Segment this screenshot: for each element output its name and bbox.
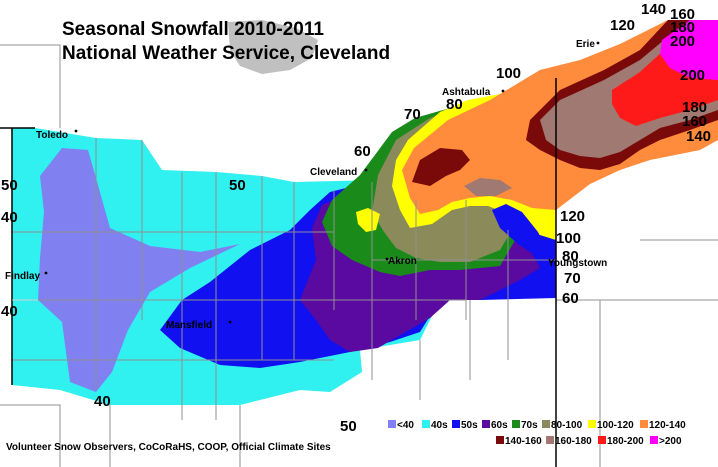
legend-label: <40 (397, 420, 414, 431)
contour-value-labels: 40 50 60 70 80 100 120 140 160 180 200 4… (1, 1, 711, 435)
contour-label: 80 (562, 248, 579, 265)
footer-credit: Volunteer Snow Observers, CoCoRaHS, COOP… (6, 442, 331, 453)
contour-label: 60 (354, 143, 371, 160)
city-toledo: Toledo (36, 130, 68, 141)
city-findlay: Findlay (5, 271, 40, 282)
contour-label: 140 (686, 128, 711, 145)
contour-label: 40 (1, 303, 18, 320)
contour-label: 120 (560, 208, 585, 225)
legend-label: 80-100 (551, 420, 583, 431)
contour-label: 70 (564, 270, 581, 287)
legend-swatch (542, 420, 550, 428)
contour-label: 180 (670, 19, 695, 36)
legend-label: 160-180 (555, 436, 592, 447)
legend-swatch (452, 420, 460, 428)
city-cleveland: Cleveland (310, 167, 357, 178)
contour-label: 50 (1, 177, 18, 194)
contour-label: 200 (680, 67, 705, 84)
city-dot-toledo (74, 129, 78, 133)
zone-youngstown-pocket (492, 204, 548, 256)
contour-label: 200 (670, 33, 695, 50)
state-lines (0, 78, 557, 467)
legend-swatch (496, 436, 504, 444)
legend-swatch (388, 420, 396, 428)
city-dot-findlay (44, 271, 48, 275)
map-title: Seasonal Snowfall 2010-2011 (62, 19, 324, 40)
legend-swatch (640, 420, 648, 428)
legend-label: 180-200 (607, 436, 644, 447)
city-dot-youngstown (549, 260, 553, 264)
city-erie: Erie (576, 39, 595, 50)
contour-label: 100 (496, 65, 521, 82)
legend-label: 40s (431, 420, 448, 431)
legend-label: 120-140 (649, 420, 686, 431)
city-youngstown: Youngstown (548, 258, 607, 269)
city-dot-mansfield (228, 320, 232, 324)
contour-label: 180 (682, 99, 707, 116)
contour-label: 120 (610, 17, 635, 34)
legend-swatch (598, 436, 606, 444)
legend-swatch (650, 436, 658, 444)
legend-swatch (546, 436, 554, 444)
legend-swatch (512, 420, 520, 428)
contour-label: 60 (562, 290, 579, 307)
city-dot-erie (596, 41, 600, 45)
legend-label: 140-160 (505, 436, 542, 447)
contour-label: 40 (1, 209, 18, 226)
legend-swatch (482, 420, 490, 428)
legend-label: 70s (521, 420, 538, 431)
lake-shading (228, 20, 318, 74)
zone-under-40 (38, 148, 240, 392)
contour-label: 100 (556, 230, 581, 247)
city-labels: Toledo Findlay Mansfield Cleveland Akron… (5, 39, 607, 331)
contour-label: 140 (641, 1, 666, 18)
city-mansfield: Mansfield (166, 320, 212, 331)
legend-label: 60s (491, 420, 508, 431)
legend-label: 100-120 (597, 420, 634, 431)
city-ashtabula: Ashtabula (442, 87, 491, 98)
city-akron: Akron (388, 256, 417, 267)
legend-label: 50s (461, 420, 478, 431)
city-dot-ashtabula (501, 89, 505, 93)
city-dot-akron (385, 257, 389, 261)
legend-swatch (422, 420, 430, 428)
contour-label: 40 (94, 393, 111, 410)
contour-label: 70 (404, 106, 421, 123)
contour-label: 80 (446, 96, 463, 113)
contour-label: 50 (340, 418, 357, 435)
legend-swatch (588, 420, 596, 428)
contour-label: 50 (229, 177, 246, 194)
map-subtitle: National Weather Service, Cleveland (62, 43, 390, 64)
legend: <40 40s 50s 60s 70s 80-100 100-120 120-1… (388, 420, 686, 447)
zone-over-200 (660, 20, 718, 80)
contour-label: 160 (670, 6, 695, 23)
contour-label: 160 (682, 113, 707, 130)
legend-label: >200 (659, 436, 682, 447)
county-lines (0, 44, 718, 467)
zone-akron-inset (356, 208, 380, 232)
city-dot-cleveland (364, 168, 368, 172)
